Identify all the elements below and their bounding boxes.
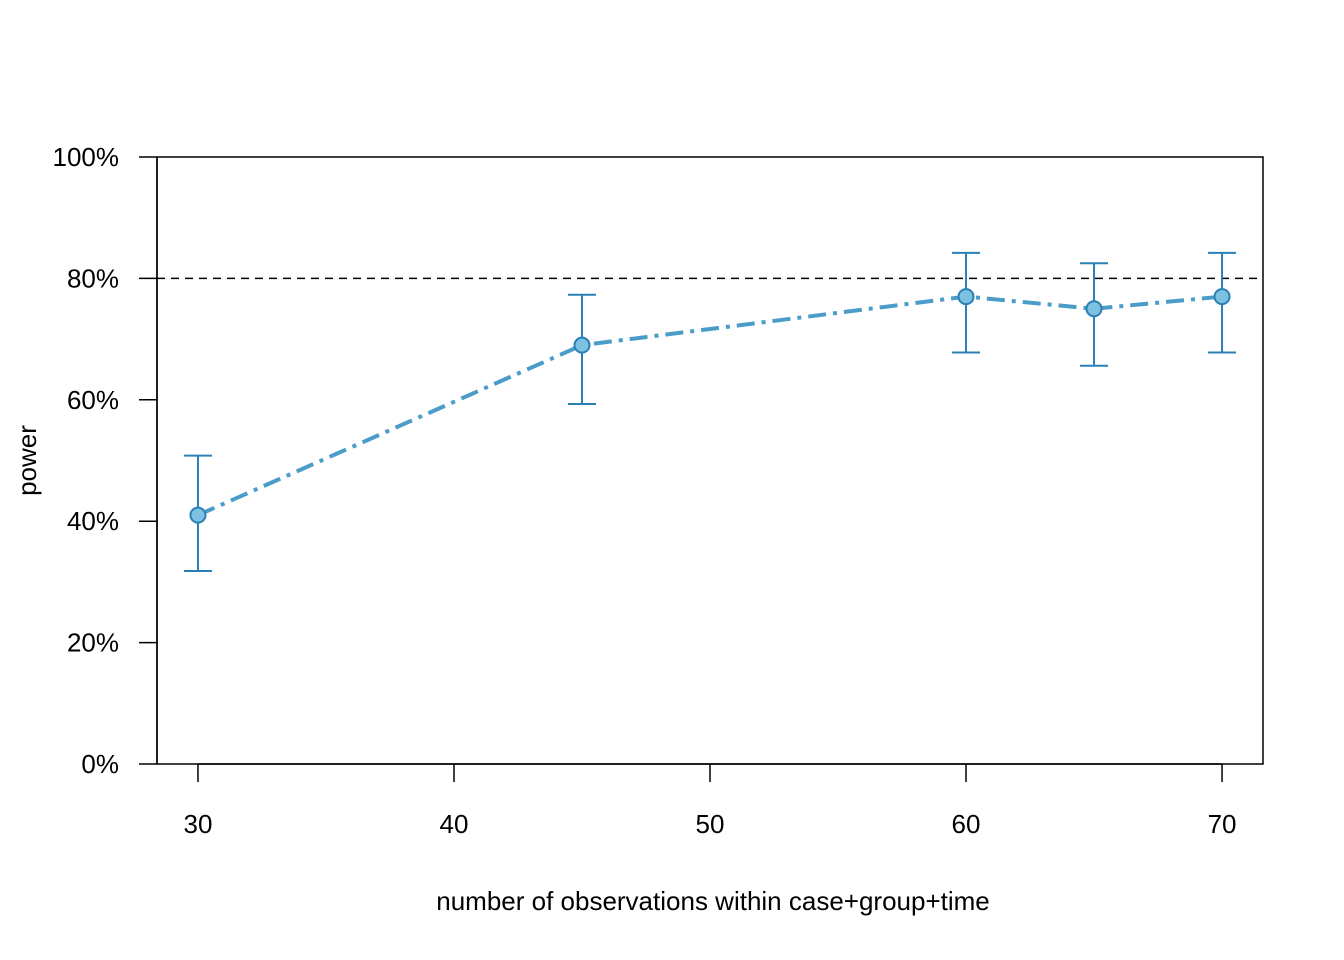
x-tick-label: 50: [696, 809, 725, 839]
x-tick-label: 70: [1208, 809, 1237, 839]
y-axis-title: power: [12, 425, 42, 496]
y-tick-label: 100%: [53, 142, 120, 172]
y-tick-label: 0%: [81, 749, 119, 779]
y-tick-label: 80%: [67, 263, 119, 293]
x-tick-label: 40: [440, 809, 469, 839]
data-point: [1085, 300, 1103, 318]
power-points: [189, 288, 1231, 524]
power-series-line: [197, 294, 1223, 517]
x-tick-label: 60: [952, 809, 981, 839]
data-point: [957, 288, 975, 306]
confidence-interval-bars: [183, 251, 1237, 572]
x-axis-title: number of observations within case+group…: [436, 886, 990, 916]
data-point: [189, 506, 207, 524]
axes: 0% 20% 40% 60% 80% 100% 30 40 50 60 70: [53, 142, 1237, 839]
y-tick-label: 20%: [67, 628, 119, 658]
data-point: [573, 336, 591, 354]
y-tick-label: 60%: [67, 385, 119, 415]
x-tick-label: 30: [184, 809, 213, 839]
y-tick-label: 40%: [67, 506, 119, 536]
data-point: [1213, 288, 1231, 306]
